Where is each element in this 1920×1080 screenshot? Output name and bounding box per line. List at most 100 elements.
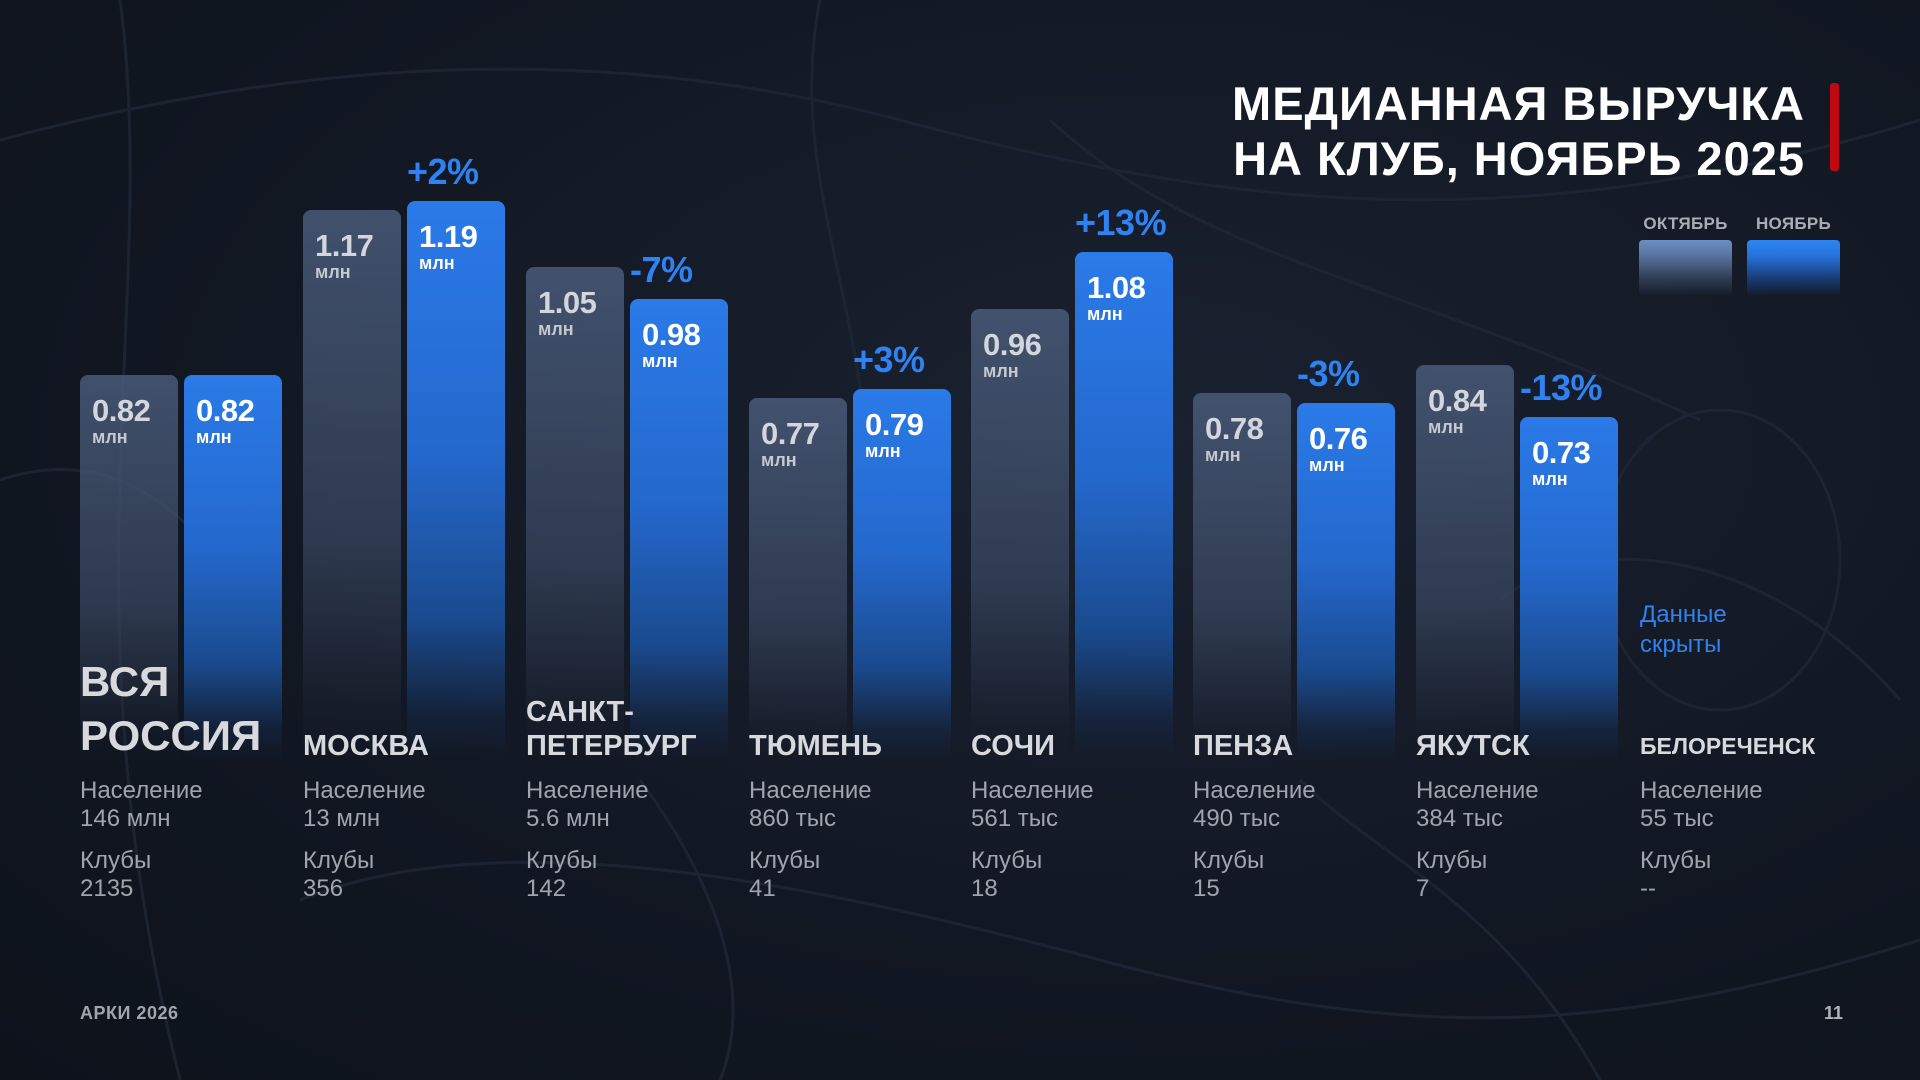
legend-october-swatch <box>1639 240 1732 296</box>
clubs-value: 2135 <box>80 875 134 902</box>
population-label: Население <box>526 777 649 804</box>
population-value: 860 тыс <box>749 805 836 832</box>
city-name-line: БЕЛОРЕЧЕНСК <box>1640 733 1816 759</box>
city-column: ВСЯ РОССИЯ Население 146 млн Клубы 2135 <box>80 650 295 903</box>
title-accent-bar <box>1830 83 1839 171</box>
change-label: -3% <box>1297 352 1360 394</box>
population-label: Население <box>1193 777 1316 804</box>
bar-unit-label: млн <box>761 450 797 471</box>
clubs-value: 7 <box>1416 875 1430 902</box>
city-name-line: ПЕНЗА <box>1193 730 1294 762</box>
bar-value-label: 1.05 <box>538 284 597 320</box>
bar-unit-label: млн <box>92 426 128 447</box>
city-name: МОСКВА <box>303 695 518 763</box>
bar-unit-label: млн <box>1309 454 1345 475</box>
clubs-label: Клубы <box>80 847 152 874</box>
population-label: Население <box>303 777 426 804</box>
population-value: 490 тыс <box>1193 805 1280 832</box>
city-name: СОЧИ <box>971 695 1186 763</box>
bar-unit-label: млн <box>315 262 351 283</box>
bar-unit-label: млн <box>1205 445 1241 466</box>
city-column: САНКТ- ПЕТЕРБУРГ Население 5.6 млн Клубы 142 <box>526 695 741 903</box>
clubs-value: 356 <box>303 875 344 902</box>
bar-october-1: 1.17 млн <box>303 210 401 760</box>
bar-november-3: 0.79 млн <box>853 388 951 760</box>
city-name-line: ВСЯ <box>80 658 170 705</box>
bar-november-0: 0.82 млн <box>184 374 282 760</box>
bar-unit-label: млн <box>419 252 455 273</box>
footer-brand: АРКИ 2026 <box>80 1003 179 1023</box>
city-name: ВСЯ РОССИЯ <box>80 650 295 763</box>
population-label: Население <box>971 777 1094 804</box>
bar-november-4: 1.08 млн <box>1075 252 1173 760</box>
hidden-note-line-2: скрыты <box>1640 631 1722 658</box>
page-number: 11 <box>1824 1003 1844 1023</box>
bar-unit-label: млн <box>1532 468 1568 489</box>
bar-value-label: 1.08 <box>1087 270 1146 306</box>
city-name: ЯКУТСК <box>1416 695 1631 763</box>
clubs-label: Клубы <box>526 847 598 874</box>
city-column: ПЕНЗА Население 490 тыс Клубы 15 <box>1193 695 1408 903</box>
change-label: -7% <box>630 249 693 291</box>
bar-november-1: 1.19 млн <box>407 200 505 760</box>
chart-title: МЕДИАННАЯ ВЫРУЧКА НА КЛУБ, НОЯБРЬ 2025 <box>1232 76 1805 186</box>
legend-november: НОЯБРЬ <box>1747 214 1840 296</box>
clubs-label: Клубы <box>749 847 821 874</box>
hidden-data-note: Данные скрыты <box>1640 600 1727 660</box>
bar-value-label: 0.84 <box>1428 383 1487 419</box>
population-value: 384 тыс <box>1416 805 1503 832</box>
population-value: 55 тыс <box>1640 805 1714 832</box>
city-name: ТЮМЕНЬ <box>749 695 964 763</box>
bar-unit-label: млн <box>642 351 678 372</box>
bar-value-label: 0.76 <box>1309 420 1368 456</box>
population-value: 13 млн <box>303 805 381 832</box>
city-name-line: САНКТ- <box>526 696 634 728</box>
bar-unit-label: млн <box>1428 417 1464 438</box>
city-name-line: РОССИЯ <box>80 712 262 759</box>
city-name-line: ТЮМЕНЬ <box>749 730 882 762</box>
title-line-1: МЕДИАННАЯ ВЫРУЧКА <box>1232 77 1805 130</box>
bar-value-label: 0.82 <box>92 392 151 428</box>
bar-unit-label: млн <box>983 360 1019 381</box>
clubs-value: 15 <box>1193 875 1220 902</box>
bar-value-label: 0.78 <box>1205 411 1264 447</box>
legend-october: ОКТЯБРЬ <box>1639 214 1732 296</box>
population-value: 561 тыс <box>971 805 1058 832</box>
bar-unit-label: млн <box>1087 304 1123 325</box>
clubs-value: 142 <box>526 875 567 902</box>
bar-value-label: 1.19 <box>419 218 478 254</box>
change-label: +2% <box>407 150 479 192</box>
city-column: МОСКВА Население 13 млн Клубы 356 <box>303 695 518 903</box>
bar-value-label: 0.98 <box>642 317 701 353</box>
bar-value-label: 0.96 <box>983 326 1042 362</box>
bar-value-label: 0.77 <box>761 416 820 452</box>
clubs-label: Клубы <box>1640 847 1712 874</box>
bar-october-6: 0.84 млн <box>1416 365 1514 760</box>
city-name: ПЕНЗА <box>1193 695 1408 763</box>
change-label: -13% <box>1520 366 1603 408</box>
bar-unit-label: млн <box>196 426 232 447</box>
legend-november-label: НОЯБРЬ <box>1755 214 1832 233</box>
population-label: Население <box>1416 777 1539 804</box>
bar-october-5: 0.78 млн <box>1193 393 1291 760</box>
bar-october-0: 0.82 млн <box>80 374 178 760</box>
bar-unit-label: млн <box>865 440 901 461</box>
clubs-label: Клубы <box>303 847 375 874</box>
population-value: 146 млн <box>80 805 171 832</box>
bar-october-2: 1.05 млн <box>526 266 624 760</box>
bar-october-4: 0.96 млн <box>971 308 1069 760</box>
clubs-value: -- <box>1640 875 1656 902</box>
title-line-2: НА КЛУБ, НОЯБРЬ 2025 <box>1233 132 1805 185</box>
bar-value-label: 0.79 <box>865 406 924 442</box>
population-value: 5.6 млн <box>526 805 610 832</box>
city-name: БЕЛОРЕЧЕНСК <box>1640 695 1855 763</box>
city-name-line: МОСКВА <box>303 730 429 762</box>
city-name-line: ЯКУТСК <box>1416 730 1530 762</box>
clubs-value: 18 <box>971 875 998 902</box>
bar-unit-label: млн <box>538 318 574 339</box>
population-label: Население <box>749 777 872 804</box>
population-label: Население <box>1640 777 1763 804</box>
city-column: ТЮМЕНЬ Население 860 тыс Клубы 41 <box>749 695 964 903</box>
bar-value-label: 0.73 <box>1532 434 1591 470</box>
legend-october-label: ОКТЯБРЬ <box>1643 214 1728 233</box>
